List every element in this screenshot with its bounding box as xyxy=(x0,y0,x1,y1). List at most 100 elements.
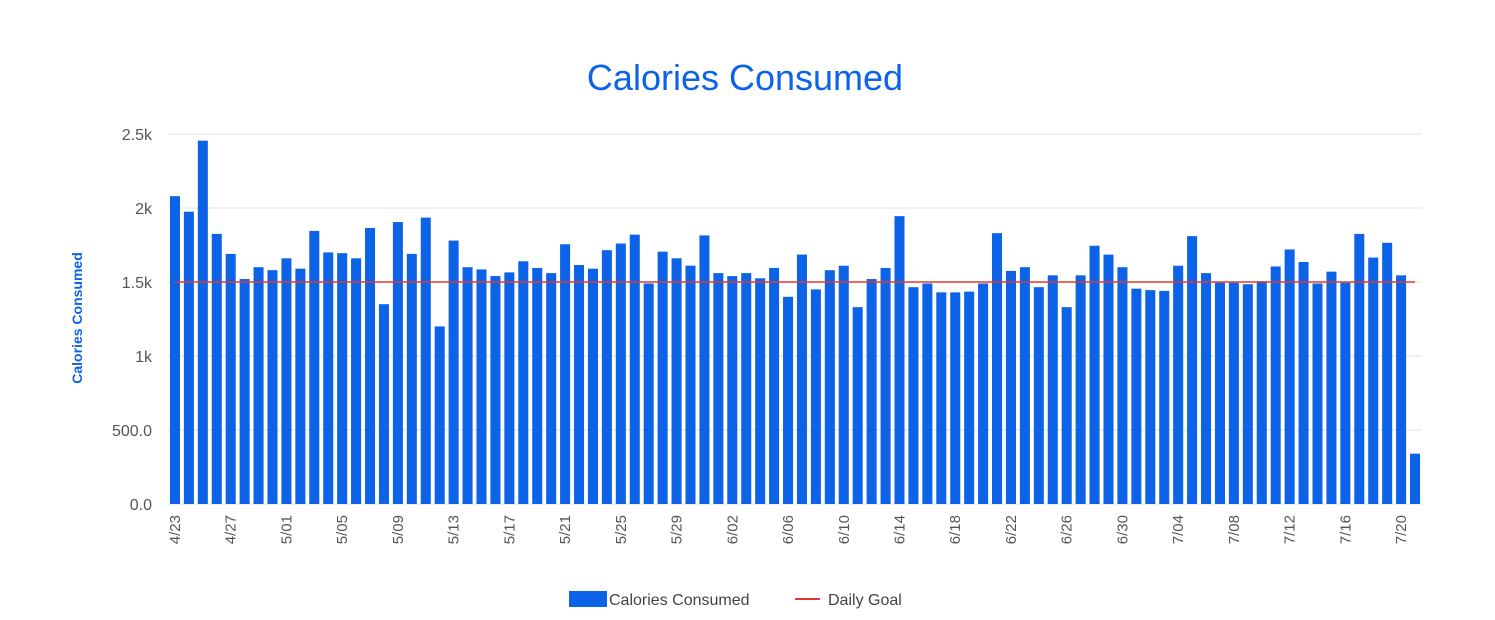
y-tick-label: 2k xyxy=(135,201,153,218)
bar xyxy=(183,211,194,504)
bar xyxy=(755,278,766,504)
bar xyxy=(1368,257,1379,504)
bar xyxy=(1103,254,1114,504)
bar xyxy=(1242,284,1253,504)
legend-swatch-calories xyxy=(569,591,607,607)
bar xyxy=(1187,236,1198,504)
bar xyxy=(1131,288,1142,504)
x-tick-label: 4/27 xyxy=(223,515,240,544)
bar xyxy=(574,264,585,504)
y-tick-label: 1.5k xyxy=(122,275,153,292)
bar xyxy=(643,283,654,504)
bar xyxy=(1298,262,1309,504)
bar xyxy=(1396,275,1407,504)
bar xyxy=(978,283,989,504)
bar xyxy=(1019,267,1030,504)
bar xyxy=(1145,290,1156,504)
y-axis-ticks: 0.0 500.0 1k 1.5k 2k 2.5k xyxy=(112,127,153,514)
bar xyxy=(657,251,668,504)
legend-label-daily-goal: Daily Goal xyxy=(828,592,902,609)
bar xyxy=(1410,453,1421,504)
bar xyxy=(351,258,362,504)
bar xyxy=(727,276,738,504)
bar xyxy=(434,326,445,504)
bar xyxy=(1173,265,1184,504)
legend-label-calories: Calories Consumed xyxy=(609,592,750,609)
bar xyxy=(699,235,710,504)
bar xyxy=(476,269,487,504)
bar xyxy=(992,233,1003,504)
bar xyxy=(197,140,208,504)
y-tick-label: 0.0 xyxy=(130,497,152,514)
x-tick-label: 6/22 xyxy=(1003,515,1020,544)
bar xyxy=(462,267,473,504)
bar xyxy=(518,261,529,504)
x-tick-label: 7/20 xyxy=(1393,515,1410,544)
bar xyxy=(1214,282,1225,504)
bar xyxy=(1312,283,1323,504)
bar xyxy=(1284,249,1295,504)
bar xyxy=(601,250,612,504)
bar xyxy=(615,243,626,504)
bar xyxy=(365,227,376,505)
bar xyxy=(1340,282,1351,504)
bar xyxy=(783,296,794,504)
x-tick-label: 7/08 xyxy=(1226,515,1243,544)
bar xyxy=(546,273,557,504)
bar xyxy=(866,279,877,504)
x-tick-label: 7/16 xyxy=(1337,515,1354,544)
bar xyxy=(295,268,306,504)
bar xyxy=(448,240,459,504)
bar xyxy=(880,267,891,504)
bar xyxy=(1089,245,1100,505)
x-tick-label: 5/13 xyxy=(446,515,463,544)
bar xyxy=(1354,233,1365,504)
bar xyxy=(1326,271,1337,504)
y-tick-label: 500.0 xyxy=(112,423,152,440)
bar xyxy=(169,196,180,504)
y-tick-label: 2.5k xyxy=(122,127,153,144)
x-tick-label: 6/06 xyxy=(780,515,797,544)
bar xyxy=(490,276,501,504)
y-tick-label: 1k xyxy=(135,349,153,366)
x-tick-label: 6/10 xyxy=(836,515,853,544)
x-tick-label: 5/17 xyxy=(501,515,518,544)
bar xyxy=(587,268,598,504)
bar xyxy=(309,230,320,504)
bar xyxy=(1159,290,1170,504)
bar xyxy=(211,233,222,504)
bar xyxy=(838,265,849,504)
x-tick-label: 6/30 xyxy=(1114,515,1131,544)
bars xyxy=(169,140,1421,505)
bar xyxy=(796,254,807,504)
bar xyxy=(281,258,292,504)
bar xyxy=(1061,307,1072,504)
x-tick-label: 6/02 xyxy=(724,515,741,544)
bar xyxy=(1033,287,1044,504)
x-tick-label: 5/01 xyxy=(278,515,295,544)
x-tick-label: 5/25 xyxy=(613,515,630,544)
bar xyxy=(769,267,780,504)
bar xyxy=(922,283,933,504)
bar xyxy=(323,252,334,504)
bar xyxy=(950,292,961,504)
chart-title: Calories Consumed xyxy=(587,57,903,98)
x-tick-label: 5/29 xyxy=(669,515,686,544)
legend: Calories Consumed Daily Goal xyxy=(569,591,902,609)
bar xyxy=(560,244,571,504)
bar xyxy=(810,289,821,504)
bar xyxy=(1201,273,1212,504)
bar xyxy=(713,273,724,504)
bar xyxy=(1256,281,1267,504)
x-tick-label: 5/05 xyxy=(334,515,351,544)
x-tick-label: 4/23 xyxy=(167,515,184,544)
bar xyxy=(267,270,278,504)
bar xyxy=(685,265,696,504)
x-tick-label: 5/21 xyxy=(557,515,574,544)
bar xyxy=(671,258,682,504)
bar xyxy=(852,307,863,504)
bar xyxy=(629,234,640,504)
bar xyxy=(1005,270,1016,504)
x-tick-label: 6/26 xyxy=(1059,515,1076,544)
